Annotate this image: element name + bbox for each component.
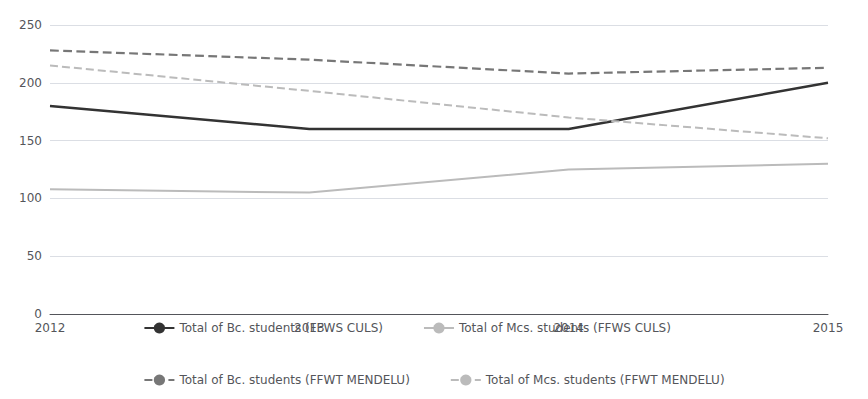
svg-text:Total of Bc. students (FFWT ME: Total of Bc. students (FFWT MENDELU)	[178, 373, 409, 387]
svg-text:2015: 2015	[813, 321, 844, 335]
svg-text:Total of Mcs. students (FFWT M: Total of Mcs. students (FFWT MENDELU)	[485, 373, 725, 387]
svg-text:Total of Bc. students (FFWS CU: Total of Bc. students (FFWS CULS)	[178, 321, 383, 335]
svg-text:100: 100	[19, 191, 42, 205]
svg-text:150: 150	[19, 134, 42, 148]
svg-text:0: 0	[34, 307, 42, 321]
svg-text:2012: 2012	[35, 321, 66, 335]
svg-text:200: 200	[19, 76, 42, 90]
svg-text:250: 250	[19, 18, 42, 32]
svg-text:50: 50	[27, 249, 42, 263]
svg-text:Total of Mcs. students (FFWS C: Total of Mcs. students (FFWS CULS)	[458, 321, 671, 335]
